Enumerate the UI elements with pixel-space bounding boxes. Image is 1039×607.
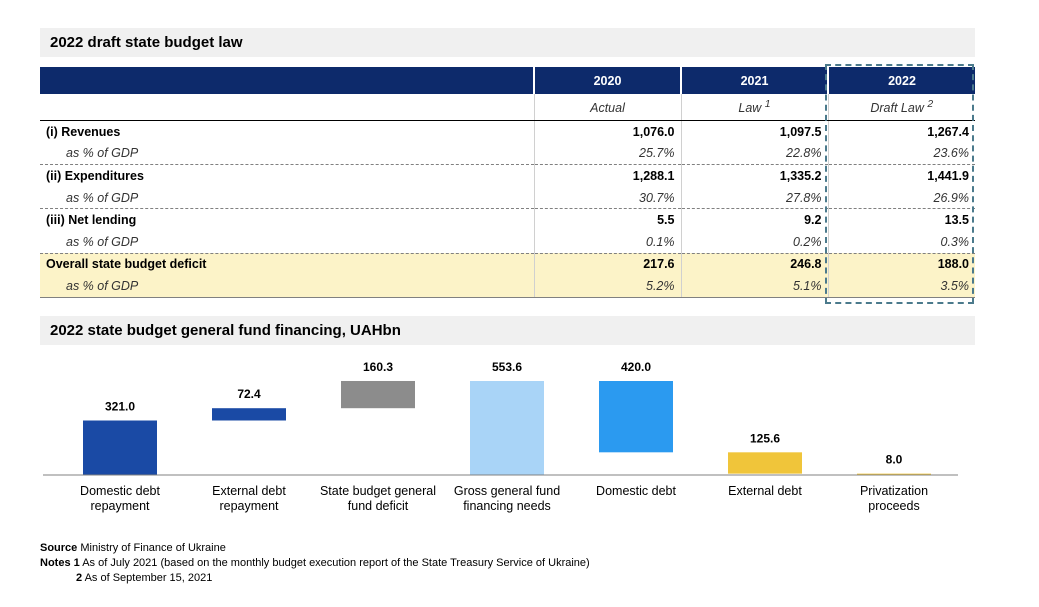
table-row: (iii) Net lending 5.5 9.2 13.5 (40, 208, 975, 231)
header-row: 2020 2021 2022 (40, 67, 975, 94)
value-label: 72.4 (237, 387, 261, 401)
row-label: (iii) Net lending (46, 213, 137, 228)
subheader-row: Actual Law 1 Draft Law 2 (40, 94, 975, 121)
row-value: 13.5 (827, 208, 975, 231)
bar (470, 381, 544, 475)
row-value: 5.5 (533, 208, 681, 231)
subheader-draft-law: Draft Law 2 (827, 94, 975, 121)
row-value: 1,267.4 (827, 120, 975, 143)
subheader-blank (40, 94, 534, 121)
row-value: 1,076.0 (533, 120, 681, 143)
pct-value: 0.1% (533, 230, 681, 254)
pct-value: 3.5% (827, 275, 975, 298)
row-value: 188.0 (827, 253, 975, 276)
row-value: 1,097.5 (680, 120, 828, 143)
bar (83, 420, 157, 475)
pct-value: 27.8% (680, 186, 828, 210)
pct-value: 5.2% (533, 275, 681, 298)
header-blank (40, 67, 534, 94)
draft-2022-dashed-highlight (825, 64, 974, 304)
table-row: (i) Revenues 1,076.0 1,097.5 1,267.4 (40, 120, 975, 143)
pct-value: 5.1% (680, 275, 828, 298)
category-label: External debt (728, 484, 802, 498)
pct-value: 0.2% (680, 230, 828, 254)
source-line: Source Ministry of Finance of Ukraine (40, 542, 226, 554)
table-row-pct: as % of GDP 0.1% 0.2% 0.3% (40, 230, 975, 254)
category-label: Gross general fund (454, 484, 560, 498)
row-value: 1,441.9 (827, 164, 975, 187)
note-1-line: Notes 1 As of July 2021 (based on the mo… (40, 557, 590, 569)
value-label: 125.6 (750, 431, 780, 445)
bar (599, 381, 673, 453)
category-label: Privatization (860, 484, 928, 498)
table-title: 2022 draft state budget law (40, 28, 975, 57)
table-row-pct: as % of GDP 30.7% 27.8% 26.9% (40, 186, 975, 210)
category-label: Domestic debt (80, 484, 160, 498)
category-label: External debt (212, 484, 286, 498)
row-value: 1,335.2 (680, 164, 828, 187)
year-header-2020: 2020 (533, 67, 681, 94)
year-header-2021: 2021 (680, 67, 828, 94)
pct-label: as % of GDP (40, 230, 534, 254)
pct-value: 26.9% (827, 186, 975, 210)
bar (857, 473, 931, 475)
pct-label: as % of GDP (40, 186, 534, 210)
row-label: (i) Revenues (46, 124, 121, 139)
note-2-line: 2 As of September 15, 2021 (76, 572, 213, 584)
year-header-2022: 2022 (827, 67, 975, 94)
table-row: Overall state budget deficit 217.6 246.8 18… (40, 253, 975, 276)
table-row-pct: as % of GDP 25.7% 22.8% 23.6% (40, 142, 975, 166)
category-label: Domestic debt (596, 484, 676, 498)
pct-value: 30.7% (533, 186, 681, 210)
value-label: 420.0 (621, 360, 651, 374)
category-label: proceeds (868, 499, 919, 513)
chart-title: 2022 state budget general fund financing… (40, 316, 975, 345)
bar (212, 408, 286, 421)
row-value: 9.2 (680, 208, 828, 231)
category-label: financing needs (463, 499, 551, 513)
category-label: fund deficit (348, 499, 409, 513)
subheader-law: Law 1 (680, 94, 828, 121)
bar (341, 380, 415, 409)
row-value: 246.8 (680, 253, 828, 276)
row-value: 1,288.1 (533, 164, 681, 187)
value-label: 160.3 (363, 360, 393, 374)
value-label: 8.0 (886, 453, 903, 467)
category-label: State budget general (320, 484, 436, 498)
pct-label: as % of GDP (40, 142, 534, 166)
bar (728, 452, 802, 474)
pct-label: as % of GDP (40, 275, 534, 298)
category-label: repayment (90, 499, 150, 513)
category-label: repayment (219, 499, 279, 513)
row-value: 217.6 (533, 253, 681, 276)
table-row-pct: as % of GDP 5.2% 5.1% 3.5% (40, 275, 975, 298)
row-label: Overall state budget deficit (40, 253, 534, 276)
subheader-actual: Actual (533, 94, 681, 121)
pct-value: 23.6% (827, 142, 975, 166)
pct-value: 22.8% (680, 142, 828, 166)
value-label: 321.0 (105, 399, 135, 413)
value-label: 553.6 (492, 360, 522, 374)
budget-table: 2020 2021 2022 Actual Law 1 Draft Law 2 … (40, 67, 975, 298)
table-row: (ii) Expenditures 1,288.1 1,335.2 1,441.9 (40, 164, 975, 187)
pct-value: 0.3% (827, 230, 975, 254)
row-label: (ii) Expenditures (46, 168, 144, 183)
pct-value: 25.7% (533, 142, 681, 166)
